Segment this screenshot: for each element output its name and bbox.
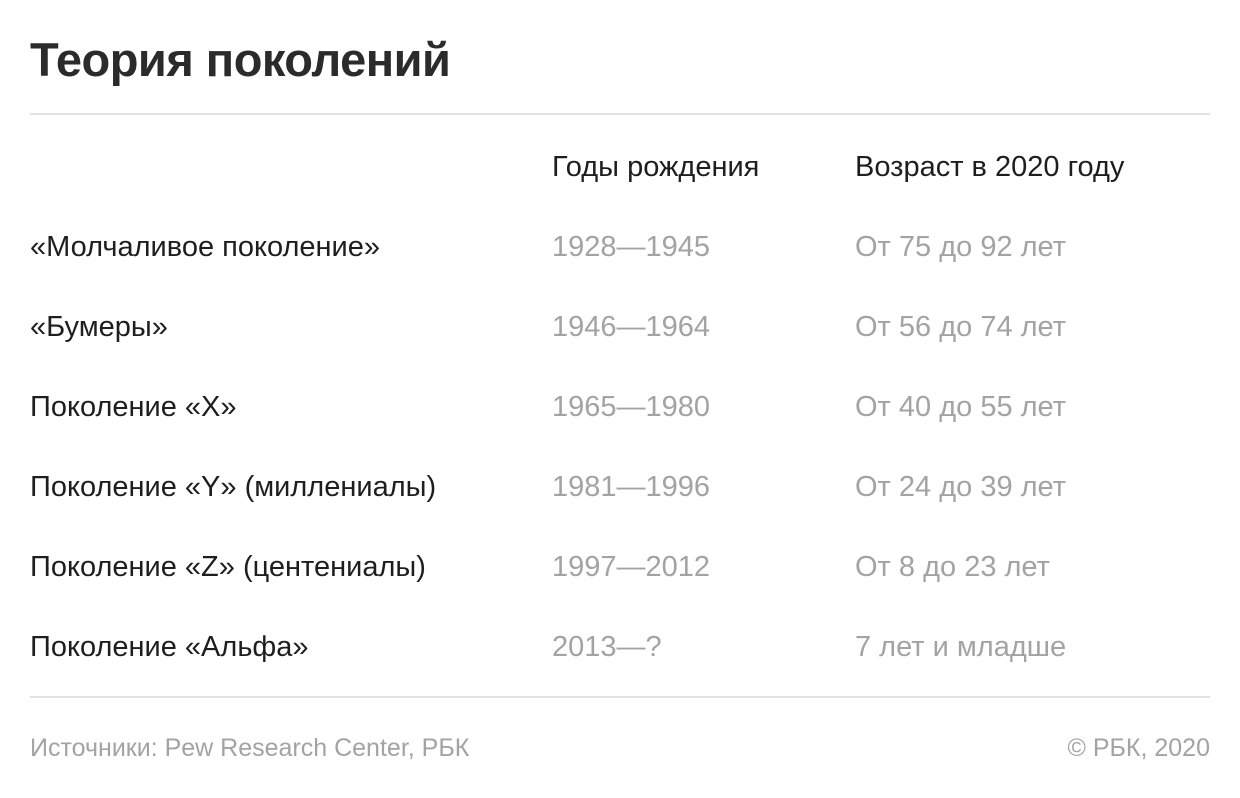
generation-name: Поколение «Альфа» — [30, 631, 309, 663]
table-row: Поколение «Y» (миллениалы) 1981—1996 От 24… — [0, 467, 1240, 507]
birth-years: 2013—? — [552, 631, 662, 663]
birth-years: 1946—1964 — [552, 311, 711, 343]
generation-name: «Бумеры» — [30, 311, 168, 343]
table-row: «Молчаливое поколение» 1928—1945 От 75 до … — [0, 227, 1240, 267]
generation-name: Поколение «X» — [30, 391, 237, 423]
birth-years: 1997—2012 — [552, 551, 711, 583]
birth-years: 1981—1996 — [552, 471, 711, 503]
age-range: От 24 до 39 лет — [855, 471, 1067, 503]
generation-name: «Молчаливое поколение» — [30, 231, 380, 263]
age-range: От 40 до 55 лет — [855, 391, 1067, 423]
age-range: От 75 до 92 лет — [855, 231, 1067, 263]
generation-name: Поколение «Z» (центениалы) — [30, 551, 426, 583]
age-range: 7 лет и младше — [855, 631, 1067, 663]
top-divider — [30, 113, 1210, 115]
table-header: Годы рождения Возраст в 2020 году — [0, 147, 1240, 187]
table-row: Поколение «Z» (центениалы) 1997—2012 От 8 … — [0, 547, 1240, 587]
birth-years: 1928—1945 — [552, 231, 711, 263]
page-title: Теория поколений — [30, 33, 451, 86]
header-birth-years: Годы рождения — [552, 151, 760, 183]
age-range: От 56 до 74 лет — [855, 311, 1067, 343]
source-note: Источники: Pew Research Center, РБК — [30, 734, 470, 762]
header-age-2020: Возраст в 2020 году — [855, 151, 1125, 183]
table-row: Поколение «Альфа» 2013—? 7 лет и младше — [0, 627, 1240, 667]
table-row: «Бумеры» 1946—1964 От 56 до 74 лет — [0, 307, 1240, 347]
age-range: От 8 до 23 лет — [855, 551, 1050, 583]
birth-years: 1965—1980 — [552, 391, 711, 423]
bottom-divider — [30, 696, 1210, 698]
copyright: © РБК, 2020 — [1067, 734, 1210, 762]
table-row: Поколение «X» 1965—1980 От 40 до 55 лет — [0, 387, 1240, 427]
generation-name: Поколение «Y» (миллениалы) — [30, 471, 437, 503]
